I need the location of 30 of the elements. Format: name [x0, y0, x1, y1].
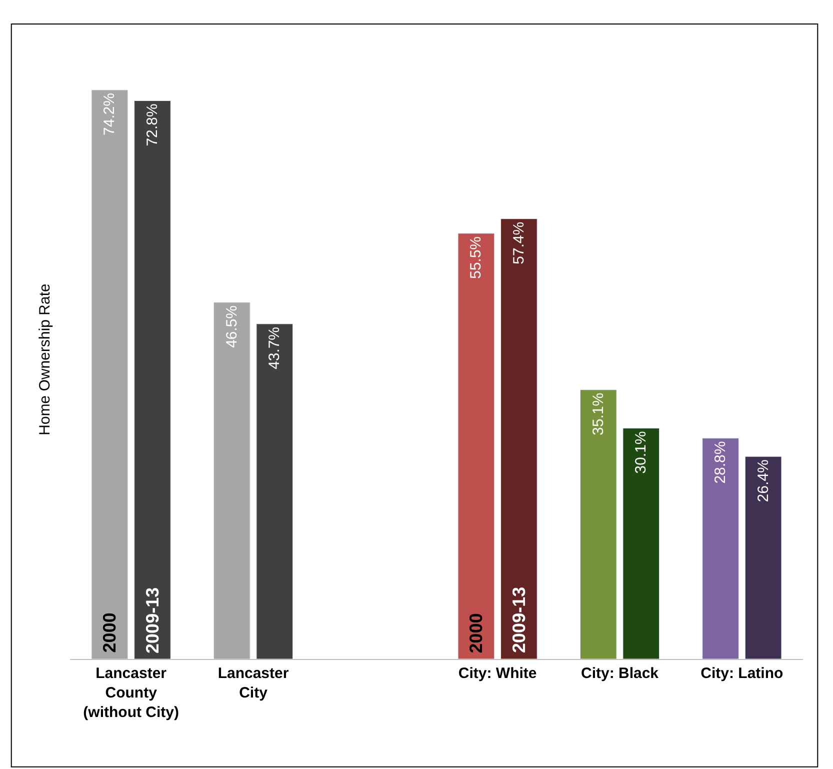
bar	[744, 456, 782, 659]
annotation: 2009-13	[142, 587, 162, 654]
data-label: 74.2%	[101, 92, 118, 136]
data-label: 57.4%	[510, 222, 528, 264]
x-tick-label: Lancaster County (without City)	[83, 665, 179, 721]
bar	[580, 390, 617, 659]
bar	[134, 100, 171, 659]
bar	[256, 324, 294, 659]
data-label: 28.8%	[712, 441, 730, 484]
data-label: 72.8%	[144, 104, 161, 146]
x-tick-label: City: Black	[580, 665, 660, 682]
data-label: 46.5%	[223, 305, 240, 348]
bar	[91, 90, 128, 659]
annotation: 2000	[466, 613, 486, 654]
bar	[622, 428, 660, 659]
bar	[458, 233, 495, 659]
data-label: 35.1%	[590, 392, 607, 436]
bar	[500, 218, 538, 659]
bar	[213, 302, 250, 659]
x-tick-label: Lancaster City	[218, 665, 289, 702]
annotation: 2009-13	[508, 586, 529, 653]
x-tick-label: City: Latino	[700, 665, 784, 682]
x-tick-label: City: White	[458, 665, 537, 682]
data-label: 55.5%	[468, 236, 485, 279]
data-label: 26.4%	[754, 460, 772, 502]
bar	[702, 438, 739, 659]
annotation: 2000	[100, 612, 120, 653]
y-axis-title: Home Ownership Rate	[36, 284, 54, 436]
data-label: 43.7%	[266, 326, 284, 370]
data-label: 30.1%	[632, 431, 650, 474]
